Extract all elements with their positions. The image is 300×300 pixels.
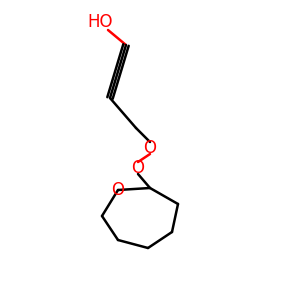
Text: HO: HO [87, 13, 113, 31]
Text: O: O [131, 159, 145, 177]
Text: O: O [112, 181, 124, 199]
Text: O: O [143, 139, 157, 157]
